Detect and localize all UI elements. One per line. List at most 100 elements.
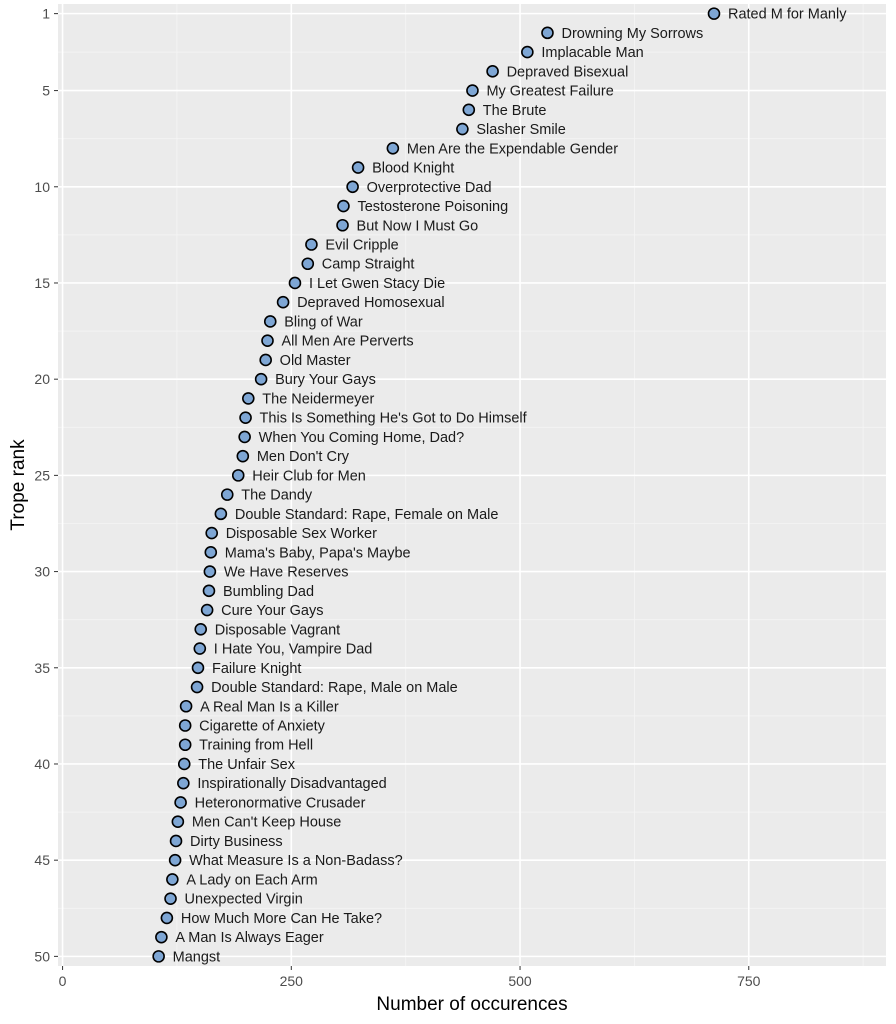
point-label: Inspirationally Disadvantaged [197, 776, 386, 792]
data-point [707, 7, 721, 20]
y-tick-label: 20 [34, 371, 50, 387]
point-label: What Measure Is a Non-Badass? [189, 853, 403, 869]
data-point [231, 469, 245, 482]
point-label: Rated M for Manly [728, 7, 847, 23]
point-label: Slasher Smile [476, 122, 565, 138]
point-label: Disposable Vagrant [215, 622, 340, 638]
data-point [178, 719, 192, 732]
data-point [239, 411, 252, 424]
data-point [456, 122, 469, 136]
data-point [305, 238, 318, 251]
x-axis: 0 250 500 750 [59, 966, 761, 989]
point-label: Bury Your Gays [275, 372, 376, 388]
point-label: Evil Cripple [325, 238, 398, 254]
data-point [521, 45, 534, 59]
point-label: This Is Something He's Got to Do Himself [260, 411, 528, 427]
data-point [190, 680, 204, 694]
data-point [254, 372, 268, 386]
data-point [466, 84, 479, 97]
data-point [288, 276, 302, 290]
data-point [152, 950, 165, 963]
point-label: I Let Gwen Stacy Die [309, 276, 445, 292]
point-label: Failure Knight [212, 661, 301, 677]
y-tick-label: 1 [42, 6, 50, 22]
point-label: Men Don't Cry [257, 449, 350, 465]
point-label: Men Are the Expendable Gender [407, 141, 618, 157]
y-tick-label: 15 [34, 275, 50, 291]
data-point [214, 507, 228, 521]
point-label: A Lady on Each Arm [186, 872, 317, 888]
data-point [177, 776, 190, 790]
point-label: All Men Are Perverts [282, 334, 414, 350]
point-label: I Hate You, Vampire Dad [214, 642, 373, 658]
point-label: Blood Knight [372, 161, 454, 177]
point-label: Double Standard: Rape, Female on Male [235, 507, 499, 523]
y-tick-label: 30 [34, 564, 50, 580]
data-point [169, 834, 183, 848]
point-label: Mangst [173, 949, 221, 965]
y-tick-label: 5 [42, 83, 50, 99]
data-point [301, 257, 315, 271]
data-point [236, 449, 250, 463]
point-label: Implacable Man [541, 45, 643, 61]
grid-major [58, 4, 886, 966]
point-label: Double Standard: Rape, Male on Male [211, 680, 458, 696]
point-label: Mama's Baby, Papa's Maybe [225, 545, 411, 561]
point-label: Drowning My Sorrows [561, 26, 703, 42]
point-label: The Brute [483, 103, 547, 119]
data-point [178, 738, 192, 752]
y-tick-label: 25 [34, 467, 50, 483]
data-point [259, 353, 272, 367]
x-tick-label: 750 [737, 973, 761, 989]
point-label: Overprotective Dad [367, 180, 492, 196]
point-label: Men Can't Keep House [192, 815, 341, 831]
data-point [541, 26, 554, 40]
point-label: Unexpected Virgin [185, 892, 303, 908]
point-label: Training from Hell [199, 738, 313, 754]
data-point [337, 199, 350, 213]
point-label: Bling of War [284, 314, 363, 330]
data-point [191, 661, 205, 675]
x-tick-label: 500 [508, 973, 532, 989]
data-point [203, 565, 217, 578]
y-tick-label: 35 [34, 660, 50, 676]
data-point [261, 334, 274, 348]
data-point [238, 430, 251, 444]
x-tick-label: 250 [280, 973, 304, 989]
data-point [204, 546, 218, 559]
x-tick-label: 0 [59, 973, 67, 989]
y-tick-label: 40 [34, 756, 50, 772]
data-point [168, 853, 182, 867]
point-label: My Greatest Failure [486, 84, 613, 100]
data-point [174, 796, 187, 809]
y-tick-label: 10 [34, 179, 50, 195]
point-label: The Neidermeyer [262, 391, 374, 407]
point-label: How Much More Can He Take? [181, 911, 382, 927]
data-point [155, 930, 168, 944]
point-label: Bumbling Dad [223, 584, 314, 600]
y-tick-label: 45 [34, 852, 50, 868]
data-point [171, 815, 185, 829]
point-label: Depraved Homosexual [297, 295, 445, 311]
point-label: A Man Is Always Eager [175, 930, 323, 946]
data-point [351, 161, 365, 174]
data-point [166, 873, 179, 886]
data-point [200, 603, 214, 617]
data-point [336, 218, 349, 232]
point-label: Disposable Sex Worker [226, 526, 377, 542]
data-point [242, 392, 255, 405]
point-labels: Rated M for Manly Drowning My Sorrows Impl… [173, 7, 848, 966]
point-label: Testosterone Poisoning [357, 199, 508, 215]
data-point [193, 642, 207, 655]
data-point [386, 142, 400, 155]
point-label: Cure Your Gays [221, 603, 323, 619]
data-point [194, 622, 208, 636]
data-point [346, 180, 359, 194]
point-label: Cigarette of Anxiety [199, 719, 325, 735]
point-label: Old Master [280, 353, 351, 369]
data-point [276, 295, 290, 309]
point-label: Camp Straight [322, 257, 415, 273]
data-point [263, 315, 277, 328]
point-label: Heir Club for Men [252, 468, 366, 484]
